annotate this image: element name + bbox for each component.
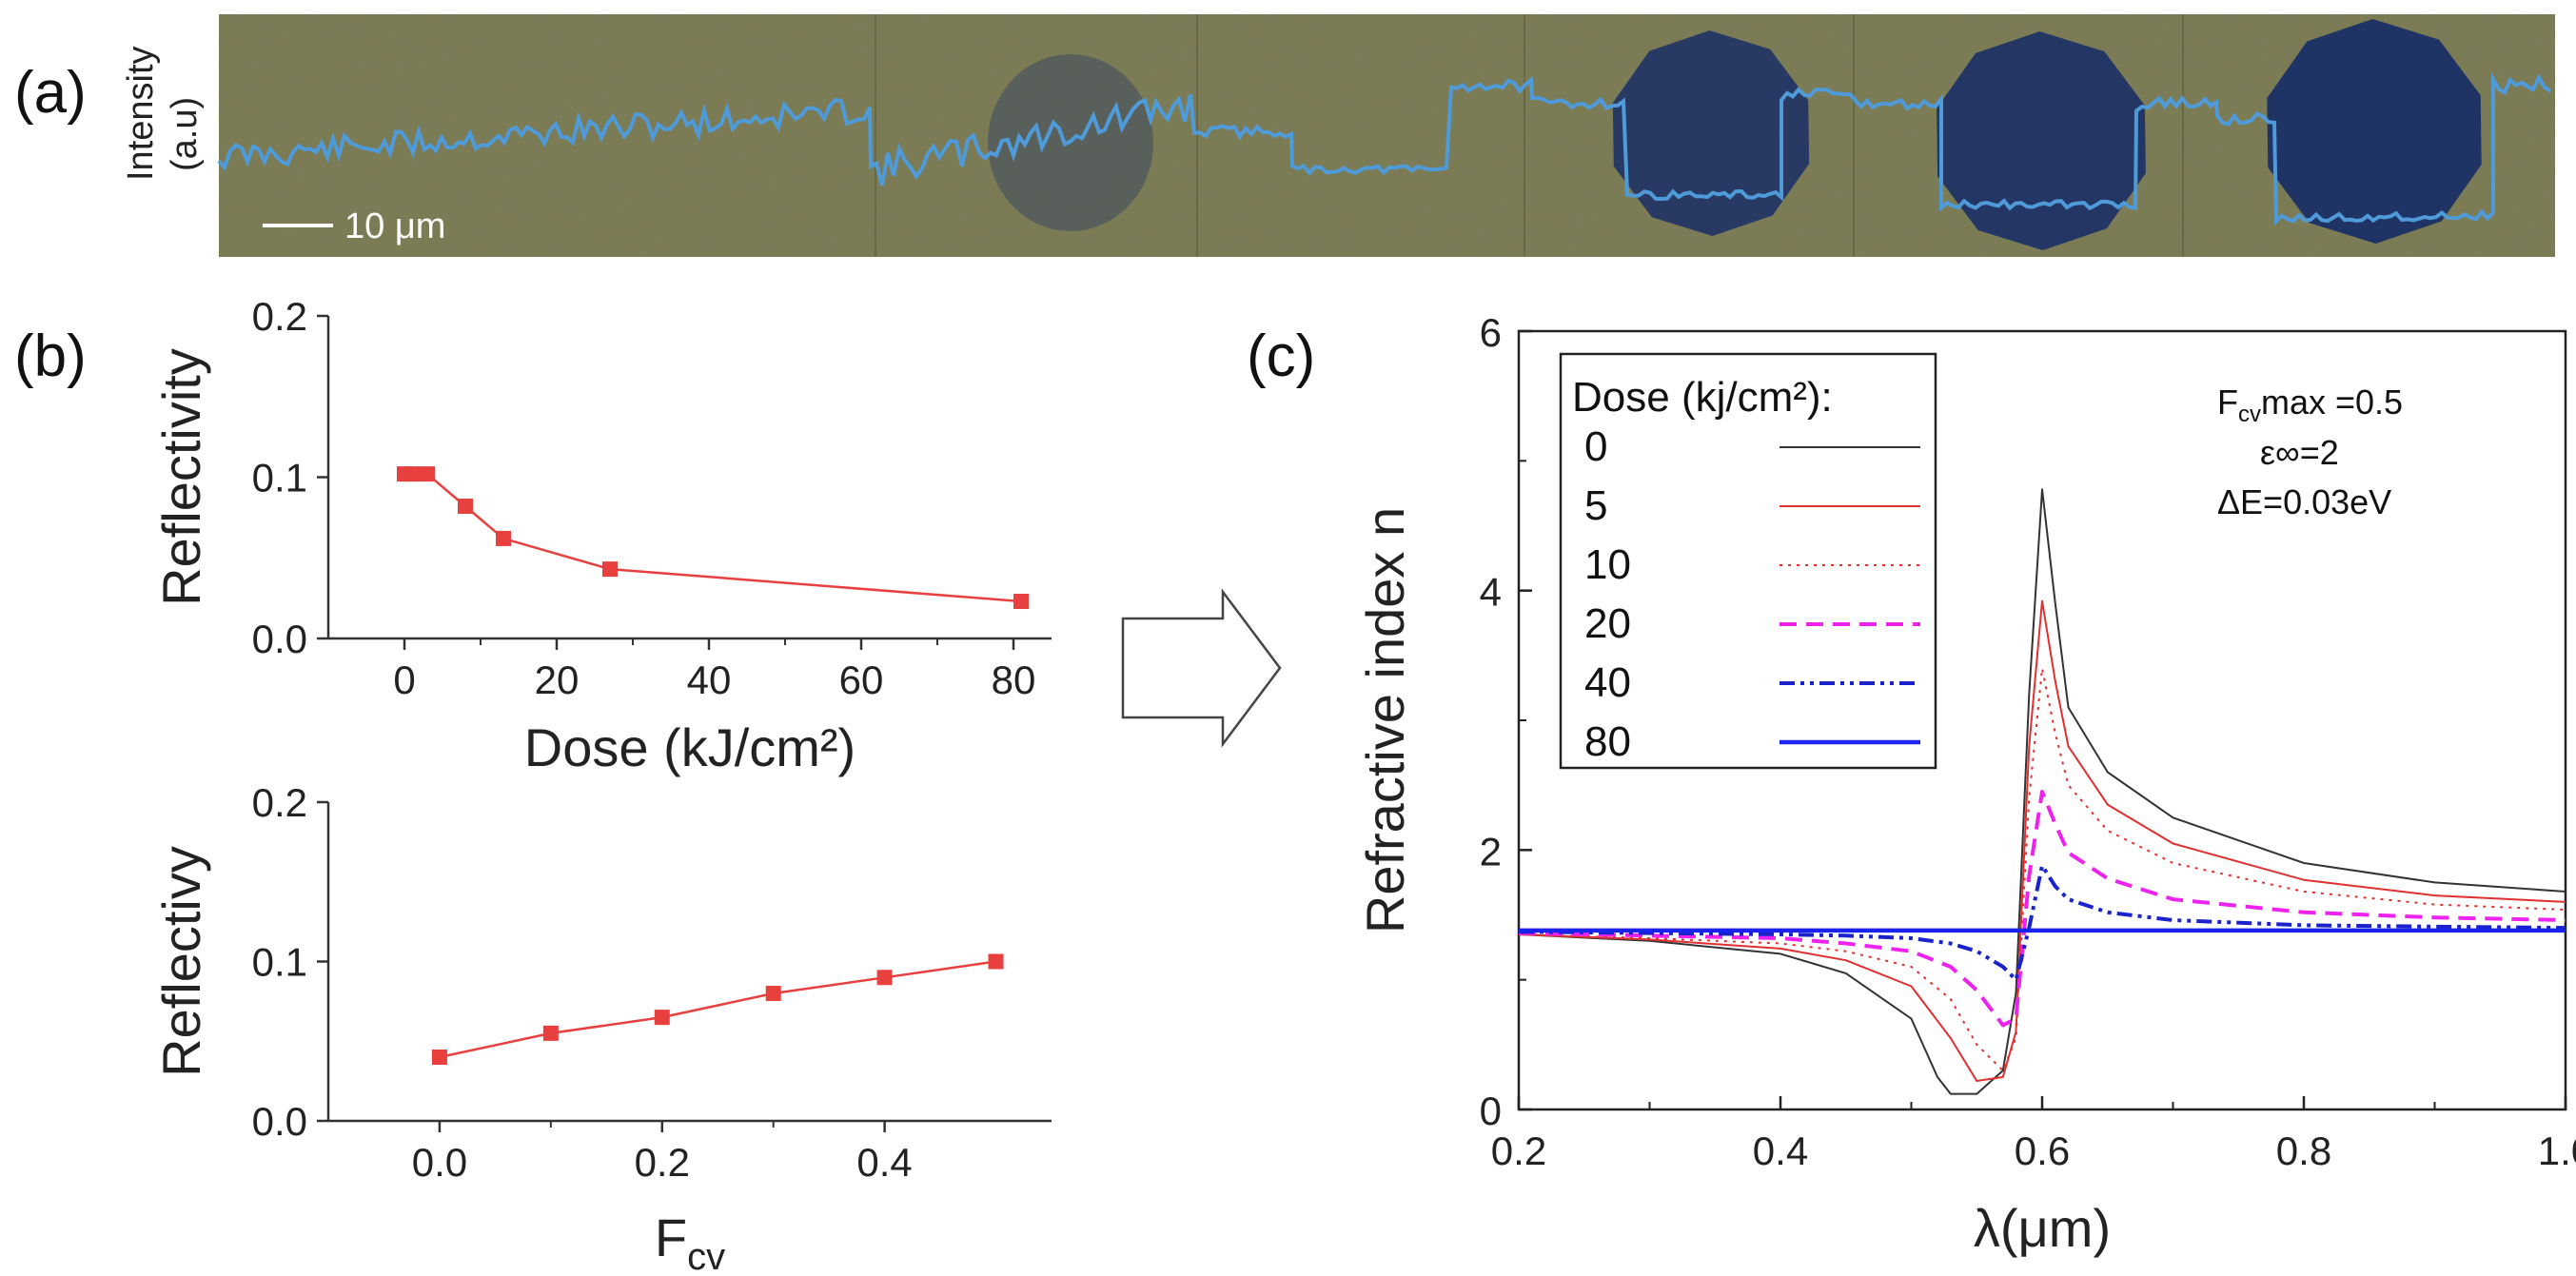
bb-point — [988, 953, 1004, 970]
bt-xtick-label: 80 — [992, 658, 1036, 702]
bb-ylabel: Reflectivy — [151, 846, 211, 1077]
c-ytick-label: 4 — [1480, 570, 1502, 615]
bb-xtick-label: 0.0 — [412, 1140, 467, 1185]
c-ytick-label: 2 — [1480, 829, 1502, 874]
c-legend-label-0: 0 — [1584, 423, 1607, 470]
micrograph-texture — [219, 14, 2555, 257]
c-legend-label-40: 40 — [1584, 659, 1631, 706]
bt-xtick-label: 20 — [535, 658, 580, 702]
bt-xtick-label: 0 — [393, 658, 415, 702]
bt-point — [496, 530, 511, 546]
c-ticks — [1517, 329, 2567, 1111]
bt-data-points — [397, 466, 1029, 610]
micrograph-ylabel-line1: Intensity — [121, 46, 161, 181]
bt-point — [602, 561, 618, 578]
c-legend-title: Dose (kj/cm²): — [1572, 374, 1833, 421]
c-annotation-eps: ε∞=2 — [2260, 433, 2339, 472]
c-legend-box — [1559, 352, 1937, 770]
bb-xlabel-main: F — [655, 1207, 687, 1267]
c-legend-label-80: 80 — [1584, 718, 1631, 765]
scale-bar-label: 10 μm — [344, 206, 445, 246]
bb-ytick-label: 0.0 — [252, 1099, 307, 1144]
bb-point — [765, 986, 781, 1001]
c-tick-labels: 0.2 0.4 0.6 0.8 1.0 0 2 4 6 — [1480, 310, 2576, 1173]
bb-xlabel-sub: cv — [687, 1236, 725, 1276]
dose-spot — [2267, 19, 2482, 244]
c-annotations: Fcvmax =0.5 ε∞=2 ΔE=0.03eV — [2217, 383, 2403, 521]
panel-label-b: (b) — [14, 324, 87, 389]
c-series-lines — [1519, 488, 2566, 1095]
panel-label-a: (a) — [14, 60, 87, 126]
panel-label-c: (c) — [1247, 324, 1315, 389]
c-legend: Dose (kj/cm²): 0 5 10 20 40 80 — [1559, 352, 1937, 770]
bb-tick-labels: 0.0 0.2 0.4 0.0 0.1 0.2 — [252, 780, 913, 1185]
dose-spot — [1937, 31, 2146, 250]
micrograph-seams — [875, 14, 2184, 257]
c-annotation-fcvmax: Fcvmax =0.5 — [2217, 383, 2403, 427]
bt-point — [404, 466, 420, 482]
bb-data-points — [431, 953, 1004, 1065]
micrograph-spots — [988, 19, 2482, 250]
c-xtick-label: 0.6 — [2015, 1129, 2070, 1173]
chart-dose-reflectivity: 0 20 40 60 80 0.0 0.1 0.2 Dose (kJ/cm²) Reflect… — [151, 294, 1052, 777]
micrograph-ylabel-line2: (a.u) — [165, 97, 205, 171]
bt-ytick-label: 0.1 — [252, 456, 307, 501]
intensity-profile — [217, 71, 2552, 226]
bb-series-line — [439, 960, 996, 1059]
c-annotation-fcvmax-rest: max =0.5 — [2261, 383, 2403, 422]
c-ytick-label: 6 — [1480, 310, 1502, 355]
bt-tick-labels: 0 20 40 60 80 0.0 0.1 0.2 — [252, 294, 1036, 702]
bt-point — [458, 499, 473, 515]
c-series-line-20 — [1519, 790, 2566, 1028]
c-xtick-label: 0.8 — [2276, 1129, 2331, 1173]
bb-point — [431, 1050, 447, 1065]
chart-fcv-reflectivity: 0.0 0.2 0.4 0.0 0.1 0.2 Fcv Reflectivy — [151, 780, 1052, 1276]
micrograph-panel: Intensity (a.u) 10 μm — [121, 14, 2555, 257]
bt-ytick-label: 0.0 — [252, 617, 307, 661]
bb-xtick-label: 0.4 — [856, 1140, 912, 1185]
bb-ticks — [317, 800, 1052, 1132]
bb-point — [654, 1010, 670, 1026]
bt-xlabel: Dose (kJ/cm²) — [524, 717, 855, 777]
bb-ytick-label: 0.2 — [252, 780, 307, 825]
bb-ytick-label: 0.1 — [252, 940, 307, 985]
c-xtick-label: 1.0 — [2538, 1129, 2576, 1173]
bb-xtick-label: 0.2 — [635, 1140, 690, 1185]
c-ylabel: Refractive index n — [1355, 507, 1415, 933]
bt-ytick-label: 0.2 — [252, 294, 307, 339]
c-series-line-5 — [1519, 599, 2566, 1082]
bt-xtick-label: 40 — [687, 658, 732, 702]
c-legend-label-20: 20 — [1584, 600, 1631, 647]
bt-point — [420, 466, 435, 482]
c-annotation-fcvmax-F: F — [2217, 383, 2238, 422]
c-legend-label-5: 5 — [1584, 482, 1607, 529]
bt-xtick-label: 60 — [839, 658, 884, 702]
bt-point — [1013, 594, 1029, 610]
c-ytick-label: 0 — [1480, 1089, 1502, 1133]
c-series-line-0 — [1519, 488, 2566, 1095]
c-xtick-label: 0.4 — [1753, 1129, 1808, 1173]
bb-xlabel: Fcv — [655, 1207, 725, 1276]
bt-ticks — [317, 314, 1052, 650]
bt-ylabel: Reflectivity — [151, 348, 211, 606]
c-legend-label-10: 10 — [1584, 541, 1631, 588]
c-series-line-40 — [1519, 863, 2566, 982]
bb-point — [542, 1025, 559, 1041]
c-annotation-deltaE: ΔE=0.03eV — [2217, 482, 2391, 521]
c-xtick-label: 0.2 — [1491, 1129, 1546, 1173]
dose-spot — [1612, 30, 1810, 236]
c-annotation-fcvmax-sub: cv — [2238, 402, 2261, 427]
arrow-icon — [1121, 588, 1282, 748]
chart-refractive-index: 0.2 0.4 0.6 0.8 1.0 0 2 4 6 λ(μm) Refractive ind… — [1355, 310, 2576, 1258]
c-xlabel: λ(μm) — [1974, 1198, 2111, 1258]
bb-point — [876, 970, 893, 986]
